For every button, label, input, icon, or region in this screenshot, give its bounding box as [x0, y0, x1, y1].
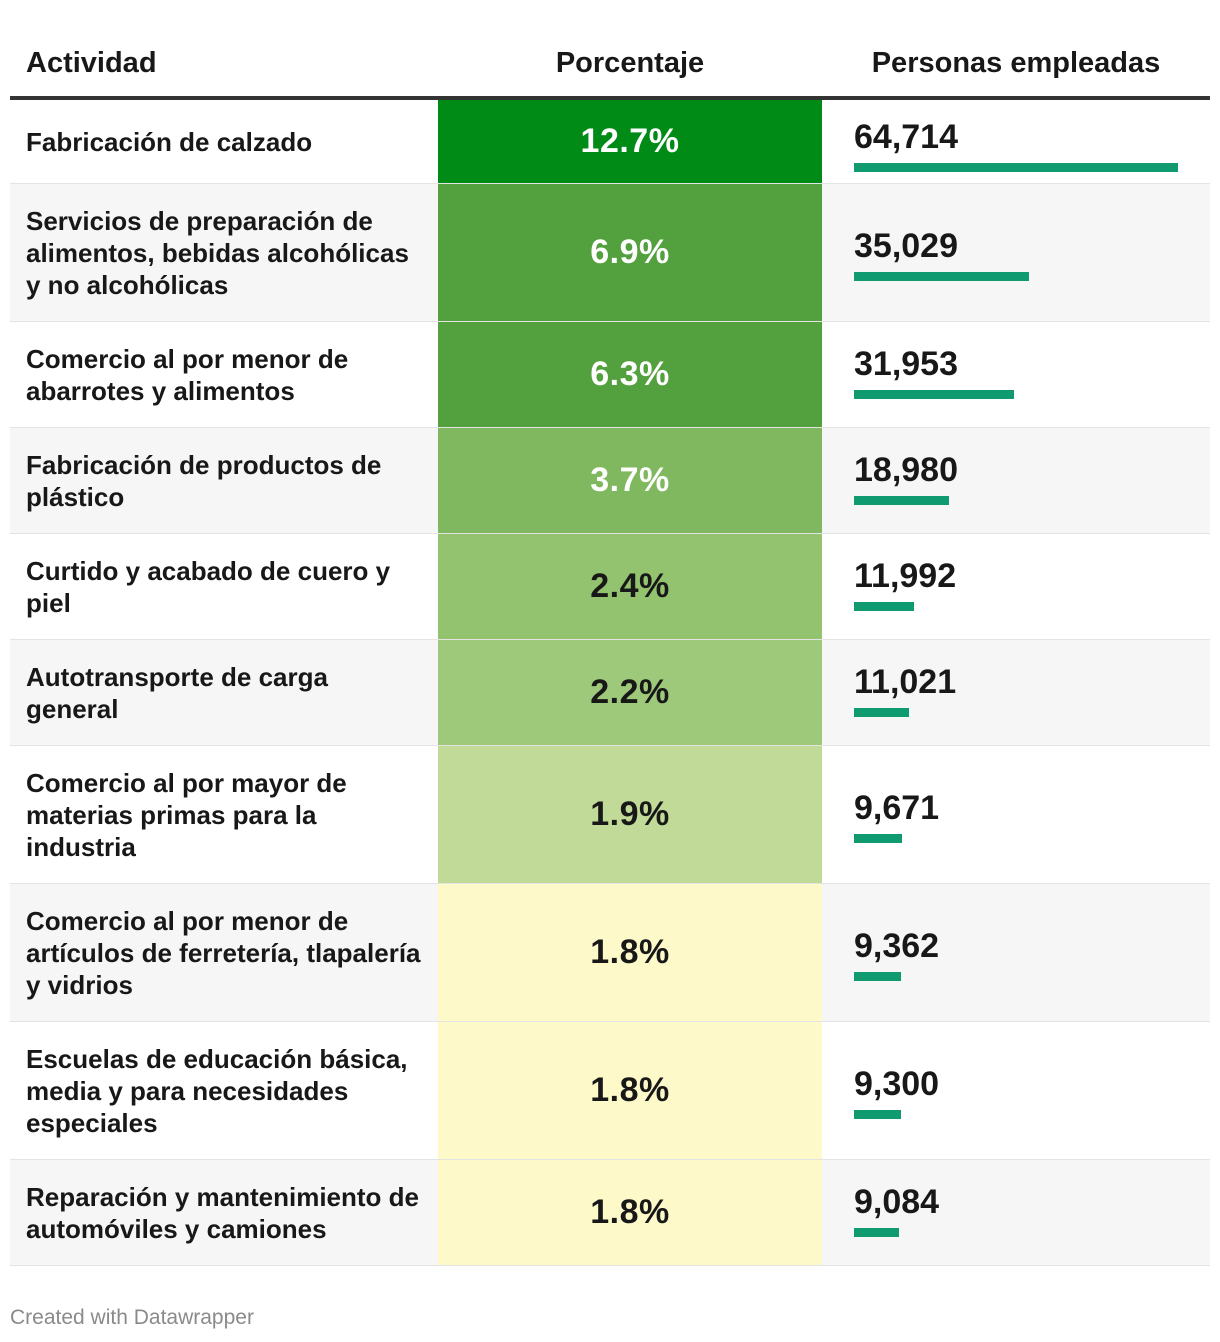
cell-porcentaje: 6.9% [438, 184, 822, 321]
cell-porcentaje: 1.9% [438, 746, 822, 883]
table-row: Fabricación de calzado 12.7% 64,714 [10, 100, 1210, 184]
cell-actividad: Comercio al por mayor de materias primas… [26, 767, 347, 862]
empleados-bar [854, 1110, 901, 1119]
table-row: Comercio al por menor de abarrotes y ali… [10, 322, 1210, 428]
empleados-value: 9,362 [854, 927, 940, 965]
cell-porcentaje: 1.8% [438, 884, 822, 1021]
table-row: Servicios de preparación de alimentos, b… [10, 184, 1210, 322]
empleados-value: 11,021 [854, 663, 957, 701]
empleados-bar [854, 272, 1029, 281]
table-row: Autotransporte de carga general 2.2% 11,02… [10, 640, 1210, 746]
cell-personas-empleadas: 9,362 [854, 884, 1194, 1021]
datawrapper-credit: Created with Datawrapper [10, 1306, 254, 1329]
empleados-bar [854, 708, 909, 717]
empleados-value: 64,714 [854, 118, 958, 156]
cell-actividad: Fabricación de calzado [26, 126, 313, 157]
cell-porcentaje: 3.7% [438, 428, 822, 533]
cell-personas-empleadas: 9,084 [854, 1160, 1194, 1265]
empleados-value: 9,671 [854, 789, 940, 827]
cell-actividad: Escuelas de educación básica, media y pa… [26, 1043, 408, 1138]
cell-personas-empleadas: 9,671 [854, 746, 1194, 883]
header-personas-empleadas[interactable]: Personas empleadas [871, 47, 1161, 79]
cell-actividad: Fabricación de productos de plástico [26, 449, 382, 512]
cell-porcentaje: 2.2% [438, 640, 822, 745]
cell-porcentaje: 1.8% [438, 1022, 822, 1159]
cell-personas-empleadas: 18,980 [854, 428, 1194, 533]
header-porcentaje[interactable]: Porcentaje [555, 47, 705, 79]
empleados-value: 11,992 [854, 557, 957, 595]
cell-personas-empleadas: 64,714 [854, 100, 1194, 183]
empleados-bar [854, 602, 914, 611]
table-row: Comercio al por mayor de materias primas… [10, 746, 1210, 884]
empleados-bar [854, 496, 949, 505]
cell-personas-empleadas: 31,953 [854, 322, 1194, 427]
cell-actividad: Comercio al por menor de artículos de fe… [26, 905, 421, 1000]
table-row: Curtido y acabado de cuero y piel 2.4% 11,… [10, 534, 1210, 640]
table-row: Comercio al por menor de artículos de fe… [10, 884, 1210, 1022]
cell-personas-empleadas: 35,029 [854, 184, 1194, 321]
table-header: Actividad Porcentaje Personas empleadas [10, 0, 1210, 100]
table-row: Reparación y mantenimiento de automóvile… [10, 1160, 1210, 1266]
empleados-bar [854, 163, 1178, 172]
empleados-value: 18,980 [854, 451, 958, 489]
cell-actividad: Reparación y mantenimiento de automóvile… [26, 1181, 419, 1244]
cell-personas-empleadas: 9,300 [854, 1022, 1194, 1159]
empleados-bar [854, 834, 902, 843]
cell-actividad: Autotransporte de carga general [26, 661, 328, 724]
cell-actividad: Curtido y acabado de cuero y piel [26, 555, 391, 618]
empleados-bar [854, 972, 901, 981]
cell-porcentaje: 1.8% [438, 1160, 822, 1265]
cell-personas-empleadas: 11,992 [854, 534, 1194, 639]
empleados-value: 31,953 [854, 345, 958, 383]
cell-porcentaje: 6.3% [438, 322, 822, 427]
empleados-value: 35,029 [854, 227, 958, 265]
cell-actividad: Comercio al por menor de abarrotes y ali… [26, 343, 349, 406]
header-actividad[interactable]: Actividad [26, 47, 157, 79]
table-row: Fabricación de productos de plástico 3.7%… [10, 428, 1210, 534]
empleados-value: 9,300 [854, 1065, 940, 1103]
cell-actividad: Servicios de preparación de alimentos, b… [26, 205, 409, 300]
cell-personas-empleadas: 11,021 [854, 640, 1194, 745]
data-table: Actividad Porcentaje Personas empleadas … [10, 0, 1210, 1266]
empleados-bar [854, 1228, 899, 1237]
cell-porcentaje: 2.4% [438, 534, 822, 639]
empleados-bar [854, 390, 1014, 399]
cell-porcentaje: 12.7% [438, 100, 822, 183]
table-row: Escuelas de educación básica, media y pa… [10, 1022, 1210, 1160]
table-body: Fabricación de calzado 12.7% 64,714 Servici… [10, 100, 1210, 1266]
empleados-value: 9,084 [854, 1183, 940, 1221]
